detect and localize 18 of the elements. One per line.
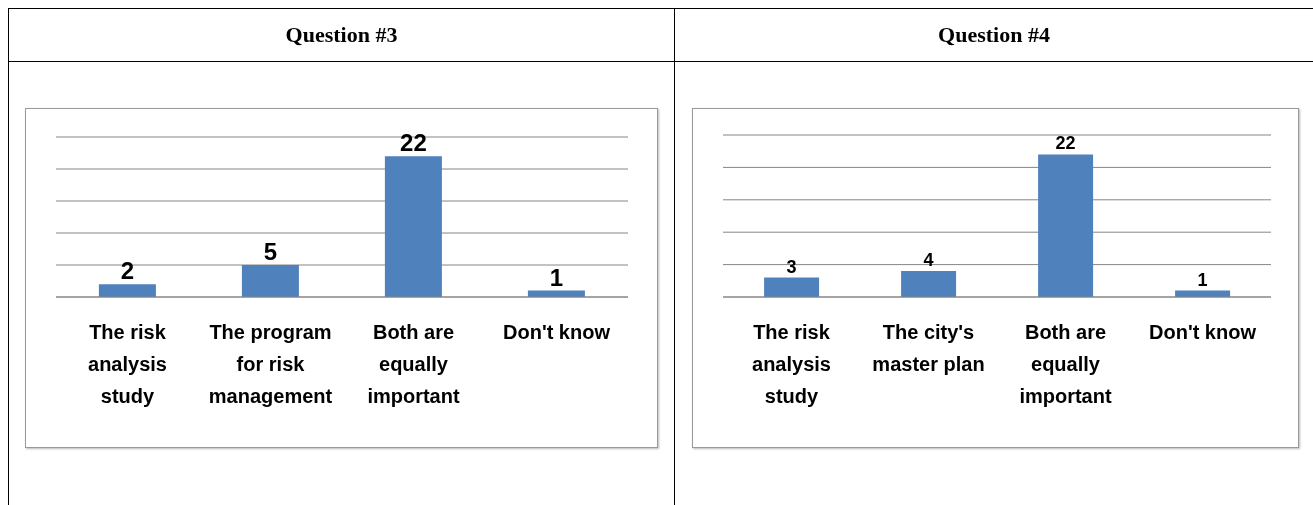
x-tick-label: Both are equally important <box>1019 321 1112 407</box>
data-label: 5 <box>263 238 278 265</box>
chart-title: Question #4 <box>675 9 1313 62</box>
x-tick-label: Both are equally important <box>367 321 460 407</box>
data-label: 22 <box>1055 133 1076 154</box>
data-label: 1 <box>1197 269 1208 290</box>
data-label: 3 <box>786 256 797 277</box>
data-label: 22 <box>400 129 427 157</box>
x-tick-label: Don't know <box>1149 321 1257 343</box>
chart-title: Question #3 <box>9 9 674 62</box>
x-tick-label: The risk analysis study <box>752 321 831 407</box>
data-label: 2 <box>120 257 135 285</box>
x-tick-label: The city's master plan <box>872 321 985 375</box>
x-tick-label: The program for risk management <box>208 321 333 407</box>
x-tick-label: The risk analysis study <box>88 321 167 407</box>
data-label: 1 <box>549 263 564 291</box>
x-tick-label: Don't know <box>503 321 611 343</box>
data-label: 4 <box>923 250 934 271</box>
